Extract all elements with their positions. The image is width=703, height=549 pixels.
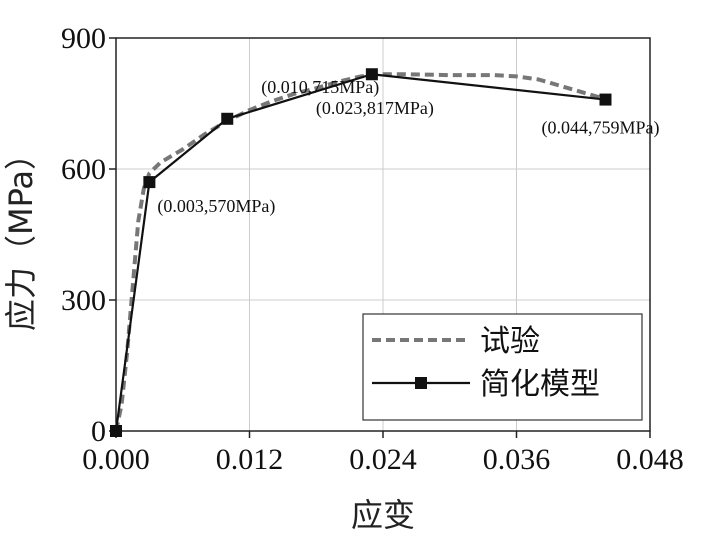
x-tick-label: 0.024 (349, 443, 417, 476)
y-tick-label: 900 (61, 22, 106, 55)
x-tick-label: 0.012 (216, 443, 284, 476)
legend-box (362, 313, 643, 421)
y-tick-label: 300 (61, 284, 106, 317)
model-point-marker (143, 176, 156, 189)
point-annotation: (0.003,570MPa) (157, 196, 275, 217)
annotations: (0.003,570MPa) (0.010,715MPa)(0.023,817MP… (157, 77, 659, 217)
point-annotation: (0.023,817MPa) (316, 98, 434, 119)
x-tick-label: 0.048 (616, 443, 684, 476)
axis-ticks: 0.000 0.012 0.024 0.036 0.048 0 300 600 900 (61, 22, 684, 476)
model-point-marker (221, 112, 234, 125)
model-point-marker (110, 425, 122, 437)
point-annotation: (0.044,759MPa) (542, 118, 660, 139)
x-axis-label: 应变 (351, 496, 415, 534)
series (110, 68, 612, 437)
point-annotation: (0.010,715MPa) (261, 77, 379, 98)
x-tick-label: 0.036 (483, 443, 551, 476)
y-tick-label: 600 (61, 153, 106, 186)
legend-marker-model (415, 377, 427, 389)
model-point-marker (599, 93, 612, 106)
series-line-test (114, 72, 607, 432)
x-tick-label: 0.000 (82, 443, 150, 476)
y-tick-label: 0 (91, 415, 106, 448)
legend-label-model: 简化模型 (480, 367, 600, 402)
y-axis-label: 应力（MPa） (2, 138, 40, 331)
legend-label-test: 试验 (480, 324, 540, 359)
model-point-marker (365, 68, 378, 81)
